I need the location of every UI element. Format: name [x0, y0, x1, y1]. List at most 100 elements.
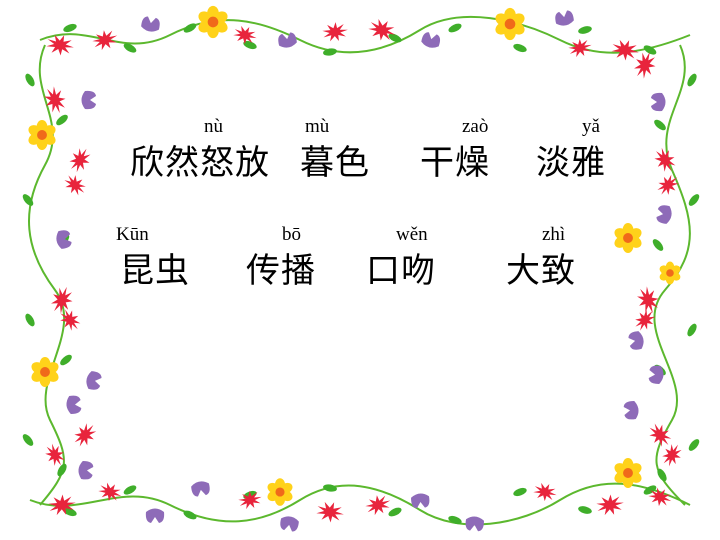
- red-flower: [611, 39, 639, 61]
- word-kun-chong: 昆虫: [120, 251, 190, 291]
- yellow-flower: [198, 5, 228, 39]
- pinyin-zao: zaò: [462, 116, 489, 137]
- red-flower: [634, 51, 656, 79]
- red-flower: [635, 309, 656, 331]
- red-flower: [596, 494, 624, 516]
- word-chuan-bo: 传播: [246, 251, 316, 291]
- word-dan-ya: 淡雅: [536, 143, 606, 183]
- yellow-flower: [659, 261, 681, 285]
- yellow-flower: [28, 120, 56, 150]
- red-flower: [92, 30, 118, 51]
- red-flower: [44, 86, 66, 114]
- leaf: [654, 119, 666, 131]
- red-flower: [654, 147, 676, 172]
- leaf: [183, 23, 197, 33]
- vine-stem: [39, 15, 691, 54]
- leaf: [652, 239, 664, 251]
- purple-flower: [86, 371, 102, 390]
- leaf: [63, 23, 77, 33]
- leaf: [56, 114, 68, 126]
- leaf: [578, 506, 592, 514]
- red-flower: [648, 487, 672, 507]
- red-flower: [238, 490, 262, 510]
- leaf: [448, 23, 462, 33]
- leaf: [63, 507, 77, 517]
- red-flower: [322, 22, 348, 42]
- purple-flower: [56, 230, 72, 249]
- word-da-zhi: 大致: [506, 251, 576, 291]
- red-flower: [48, 494, 76, 516]
- red-flower: [316, 501, 344, 523]
- leaf: [22, 194, 34, 206]
- leaf: [25, 313, 35, 327]
- purple-flower: [651, 92, 666, 112]
- leaf: [243, 40, 257, 50]
- leaf: [643, 45, 657, 55]
- leaf: [22, 434, 34, 446]
- leaf: [688, 439, 700, 451]
- red-flower: [533, 482, 557, 502]
- vine-stem: [29, 482, 691, 526]
- purple-flower: [280, 516, 299, 532]
- leaf: [323, 484, 337, 492]
- red-flower: [365, 495, 391, 516]
- purple-flower: [555, 10, 574, 26]
- leaf: [687, 73, 697, 87]
- vine-stem: [28, 44, 66, 506]
- red-flower: [98, 482, 122, 502]
- red-flower: [74, 423, 97, 447]
- word-mu-se: 暮色: [300, 143, 370, 183]
- red-flower: [60, 309, 81, 331]
- purple-flower: [141, 16, 160, 32]
- purple-flower: [411, 493, 430, 509]
- pinyin-zhi: zhì: [542, 224, 566, 245]
- leaf: [657, 468, 667, 482]
- purple-flower: [465, 516, 484, 532]
- purple-flower: [421, 32, 441, 48]
- red-flower: [69, 148, 91, 173]
- red-flower: [45, 443, 65, 466]
- red-flower: [649, 423, 672, 447]
- red-flower: [662, 444, 682, 467]
- red-flower: [368, 19, 396, 41]
- leaf: [57, 463, 67, 477]
- red-flower: [657, 174, 679, 195]
- red-flower: [233, 25, 257, 45]
- leaf: [323, 48, 337, 56]
- leaf: [123, 485, 137, 495]
- purple-flower: [628, 331, 644, 350]
- purple-flower: [145, 508, 165, 523]
- purple-flower: [81, 90, 96, 110]
- flowers: [28, 5, 682, 532]
- leaf: [513, 487, 527, 497]
- pinyin-wen: wěn: [396, 224, 428, 245]
- pinyin-ya: yǎ: [582, 116, 600, 137]
- leaf: [388, 507, 402, 517]
- red-flower: [64, 175, 86, 196]
- pinyin-kun: Kūn: [116, 224, 149, 245]
- leaf: [25, 73, 35, 87]
- word-xinranufang: 欣然怒放: [130, 143, 270, 183]
- yellow-flower: [614, 223, 642, 253]
- red-flower: [46, 34, 74, 56]
- yellow-flower: [31, 357, 59, 387]
- purple-flower: [278, 32, 297, 48]
- red-flower: [51, 286, 73, 314]
- leaf: [578, 26, 592, 34]
- word-gan-zao: 干燥: [420, 143, 490, 183]
- purple-flower: [78, 461, 94, 480]
- purple-flower: [191, 481, 210, 497]
- leaf: [643, 485, 657, 495]
- red-flower: [568, 38, 592, 58]
- yellow-flower: [267, 478, 293, 506]
- leaf: [123, 43, 137, 53]
- purple-flower: [656, 205, 672, 224]
- leaf: [183, 510, 197, 520]
- yellow-flower: [495, 7, 525, 41]
- yellow-flower: [614, 458, 642, 488]
- word-kou-wen: 口吻: [366, 251, 436, 291]
- leaf: [687, 323, 697, 337]
- pinyin-nu: nù: [204, 116, 223, 137]
- purple-flower: [623, 401, 639, 420]
